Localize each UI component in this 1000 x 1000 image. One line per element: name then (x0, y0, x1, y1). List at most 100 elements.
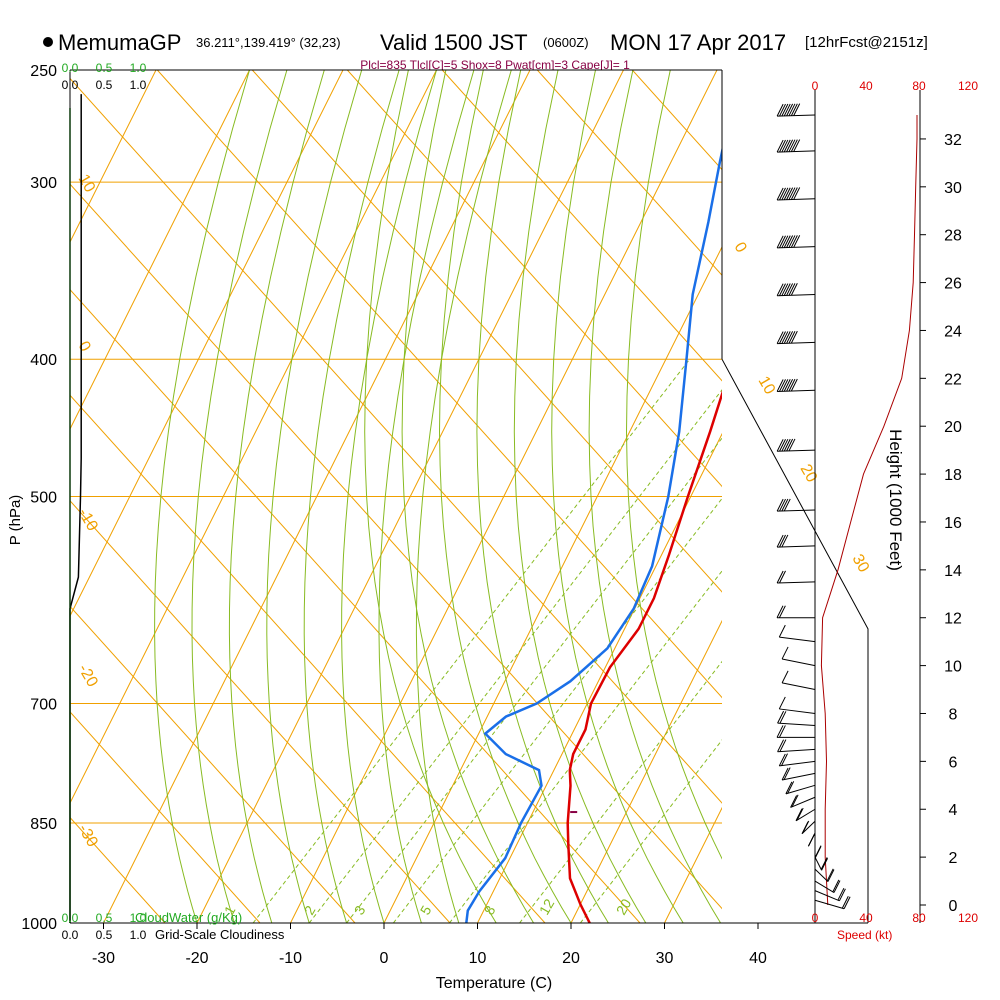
wind-barb-feather (779, 534, 786, 548)
wind-barb-staff (777, 114, 816, 117)
wind-barb (776, 570, 816, 584)
wind-barb-feather (776, 570, 784, 584)
speed-axis-title: Speed (kt) (837, 928, 892, 942)
header-bullet-icon (43, 37, 53, 47)
dry-adiabat-line (70, 183, 722, 910)
dry-adiabat-line (70, 500, 451, 923)
wind-barb-feather (776, 379, 784, 392)
isotherm-label: 20 (797, 462, 821, 486)
wind-barb-feather (785, 781, 793, 795)
speed-tick-label-top: 80 (912, 79, 926, 93)
wind-barb (776, 139, 816, 153)
isotherm-line (70, 70, 250, 431)
wind-barb-feather (778, 605, 786, 618)
wind-barb-feather (781, 139, 789, 153)
wind-barb-feather (778, 696, 786, 710)
isotherm-label: 30 (849, 552, 873, 576)
isotherm-line (70, 70, 157, 244)
height-tick-label: 22 (944, 371, 962, 388)
moist-adiabat-line (476, 70, 609, 923)
isotherm-line (290, 70, 718, 923)
moist-adiabat-line (378, 70, 475, 923)
wind-barb (776, 498, 816, 512)
x-tick-label: 0 (380, 950, 389, 967)
height-tick-label: 30 (944, 180, 962, 197)
isotherm-label: 10 (755, 374, 779, 398)
x-tick-label: -30 (92, 950, 115, 967)
wind-barb-feather (793, 103, 801, 116)
wind-barb (778, 624, 816, 643)
wind-barb (795, 807, 816, 822)
wind-barb-feather (779, 739, 787, 752)
wind-barb-feather (826, 868, 834, 882)
wind-barb-feather (786, 235, 794, 248)
height-tick-label: 28 (944, 228, 962, 245)
moist-adiabat-line (303, 70, 400, 923)
height-tick-label: 20 (944, 419, 962, 436)
cloud-water-scale-bottom: 0.0 (62, 911, 79, 925)
x-tick-label: -10 (279, 950, 302, 967)
x-tick-label: 30 (656, 950, 674, 967)
wind-barb-feather (783, 379, 791, 392)
mixing-ratio-label: 20 (613, 896, 635, 918)
wind-barb-feather (802, 820, 810, 834)
wind-barb-feather (783, 498, 791, 512)
wind-barb (814, 856, 829, 871)
height-tick-label: 12 (944, 611, 962, 628)
wind-barb-staff (777, 150, 816, 153)
wind-barb-staff (777, 294, 816, 297)
wind-barb-feather (843, 896, 851, 909)
wind-barb-staff (814, 899, 845, 910)
speed-tick-label-bottom: 0 (812, 911, 819, 925)
speed-tick-label-bottom: 80 (912, 911, 926, 925)
wind-barb-feather (814, 845, 822, 858)
wind-barb-feather (833, 880, 841, 893)
height-tick-label: 26 (944, 276, 962, 293)
wind-barb-staff (777, 581, 816, 584)
height-tick-label: 24 (944, 323, 962, 340)
surface-temperature-dot (598, 924, 606, 932)
wind-barb-feather (788, 139, 796, 152)
height-tick-label: 14 (944, 563, 962, 580)
speed-tick-label-top: 40 (859, 79, 873, 93)
speed-tick-label-top: 120 (958, 79, 978, 93)
wind-barb (776, 103, 816, 117)
mixing-ratio-label: 12 (536, 896, 558, 918)
wind-barb-feather (779, 331, 786, 344)
wind-barb-feather (783, 235, 791, 248)
wind-barb-feather (788, 438, 796, 452)
cloudiness-scale-top: 0.5 (96, 78, 113, 92)
wind-barb-feather (779, 379, 786, 392)
wind-barb-feather (790, 103, 798, 116)
wind-barb (776, 330, 816, 345)
wind-barb-feather (781, 103, 789, 117)
isotherms (70, 70, 722, 923)
temperature-line (566, 390, 722, 923)
stability-indices: Plcl=835 Tlcl[C]=5 Shox=8 Pwat[cm]=3 Cap… (360, 58, 630, 72)
wind-barb-feather (783, 438, 791, 452)
wind-barb-staff (777, 449, 816, 452)
wind-barb-feather (783, 331, 791, 344)
wind-barb (776, 187, 816, 201)
moist-adiabat-line (513, 70, 647, 923)
wind-barb-staff (779, 636, 816, 643)
cloudiness-scale-top: 0.0 (62, 78, 79, 92)
wind-barb (778, 696, 816, 714)
wind-barb-feather (779, 139, 786, 153)
wind-barb-feather (783, 767, 791, 780)
wind-barb (776, 283, 816, 297)
pressure-tick-label: 1000 (21, 916, 57, 933)
wind-barb-feather (779, 103, 786, 117)
wind-barb (776, 438, 816, 452)
wind-barb-feather (786, 187, 794, 200)
wind-barb (776, 605, 815, 619)
dry-adiabat-line (441, 70, 722, 382)
cloudiness-scale-bottom: 0.0 (62, 928, 79, 942)
wind-barb-feather (786, 331, 794, 344)
moist-adiabat-line (364, 70, 497, 923)
isotherm-line (570, 619, 722, 923)
moist-adiabat-line (266, 70, 363, 923)
wind-barb-feather (778, 725, 786, 738)
